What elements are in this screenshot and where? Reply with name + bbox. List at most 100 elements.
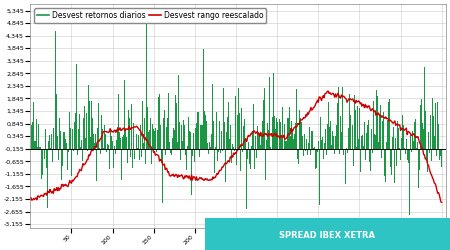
Bar (194, 149, 195, 162)
Bar (281, 137, 282, 149)
Bar (113, 149, 114, 168)
Bar (187, 146, 188, 149)
Bar (92, 118, 93, 149)
Bar (46, 149, 47, 168)
Bar (289, 107, 290, 149)
Bar (292, 129, 293, 149)
Bar (62, 149, 63, 166)
Bar (389, 99, 390, 149)
Bar (198, 149, 199, 167)
Bar (368, 120, 369, 149)
Bar (156, 149, 157, 152)
Bar (225, 149, 226, 182)
Bar (271, 149, 272, 150)
Bar (80, 147, 81, 149)
Bar (341, 132, 342, 149)
Bar (306, 140, 307, 149)
Bar (288, 118, 289, 149)
Bar (48, 141, 49, 149)
Bar (381, 149, 382, 158)
Bar (312, 131, 313, 149)
Bar (335, 136, 336, 149)
Bar (386, 142, 387, 149)
Bar (430, 115, 431, 149)
Bar (261, 134, 262, 149)
Bar (221, 135, 222, 149)
Bar (328, 139, 329, 149)
Bar (95, 134, 96, 149)
Bar (237, 116, 238, 149)
Bar (394, 149, 395, 183)
Bar (196, 124, 197, 149)
Bar (32, 122, 33, 149)
Bar (393, 128, 394, 149)
Bar (147, 106, 148, 149)
Bar (438, 124, 439, 149)
Bar (419, 149, 420, 171)
Bar (266, 140, 267, 149)
Bar (58, 149, 59, 160)
Bar (367, 124, 368, 149)
Bar (176, 103, 177, 149)
Bar (377, 96, 378, 149)
Bar (436, 149, 437, 156)
Bar (121, 149, 122, 180)
Bar (230, 125, 231, 149)
Bar (217, 149, 218, 160)
Bar (441, 149, 442, 168)
Bar (414, 122, 415, 149)
Bar (434, 136, 435, 149)
Bar (175, 94, 176, 149)
Bar (409, 149, 410, 215)
Bar (50, 148, 51, 149)
Bar (305, 149, 306, 152)
Bar (58, 118, 59, 149)
Bar (199, 149, 200, 158)
Bar (84, 106, 85, 149)
Bar (331, 145, 332, 149)
Bar (91, 101, 92, 149)
Bar (105, 134, 106, 149)
Bar (332, 131, 333, 149)
Bar (399, 148, 400, 149)
Bar (203, 123, 204, 149)
Bar (152, 149, 153, 166)
Bar (220, 149, 221, 153)
Bar (318, 141, 319, 149)
Bar (63, 120, 64, 149)
Bar (294, 134, 295, 149)
Bar (407, 149, 408, 160)
Bar (404, 148, 405, 149)
Bar (66, 143, 67, 149)
Bar (374, 134, 375, 149)
Bar (200, 124, 201, 149)
Bar (65, 139, 66, 149)
Bar (406, 138, 407, 149)
Bar (120, 130, 121, 149)
Bar (154, 130, 155, 149)
Bar (216, 135, 217, 149)
Bar (227, 117, 228, 149)
Bar (190, 132, 191, 149)
Bar (264, 149, 265, 164)
Bar (356, 149, 357, 175)
Bar (132, 149, 133, 168)
Bar (244, 119, 245, 149)
Bar (313, 148, 314, 149)
Bar (161, 149, 162, 163)
Bar (362, 135, 363, 149)
Bar (270, 147, 271, 149)
Bar (165, 149, 166, 155)
Bar (116, 140, 117, 149)
Bar (139, 134, 140, 149)
Bar (35, 142, 36, 149)
Bar (280, 122, 281, 149)
Bar (73, 149, 74, 152)
Bar (363, 146, 364, 149)
Bar (81, 140, 82, 149)
Bar (55, 30, 56, 149)
Bar (96, 149, 97, 181)
Bar (433, 116, 434, 149)
Bar (259, 149, 260, 150)
Bar (370, 107, 371, 149)
